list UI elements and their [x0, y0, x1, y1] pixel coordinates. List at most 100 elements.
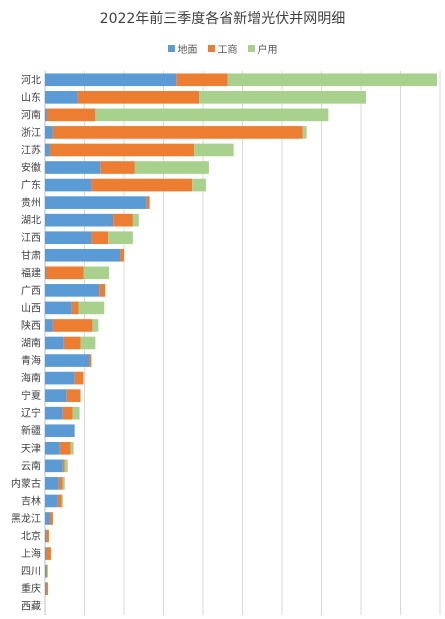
- bar-segment-series-2: [108, 231, 133, 245]
- bar-segment-series-1: [45, 547, 51, 560]
- bar-segment-series-1: [71, 301, 79, 315]
- category-label: 广东: [21, 179, 41, 192]
- bar-segment-series-2: [80, 336, 96, 350]
- bar-segment-series-1: [62, 406, 73, 420]
- category-label: 宁夏: [21, 389, 41, 402]
- bar-segment-series-0: [45, 248, 121, 262]
- bar-segment-series-2: [61, 494, 63, 508]
- category-label: 河北: [21, 74, 41, 86]
- bar-segment-series-1: [66, 389, 81, 402]
- category-label: 山东: [21, 91, 41, 104]
- legend-swatch-ground: [167, 45, 175, 52]
- bar-segment-series-2: [46, 564, 48, 578]
- bar-segment-series-0: [45, 336, 64, 350]
- category-label: 福建: [21, 266, 41, 279]
- legend-item-commercial: 工商: [207, 41, 238, 56]
- bar-segment-series-1: [49, 143, 195, 157]
- legend-swatch-household: [247, 45, 255, 52]
- bar-segment-series-0: [45, 91, 78, 104]
- bar-segment-series-0: [45, 196, 147, 209]
- category-label: 陕西: [21, 319, 41, 332]
- bar-segment-series-0: [45, 178, 92, 192]
- legend: 地面 工商 户用: [0, 41, 445, 56]
- category-label: 青海: [21, 354, 41, 367]
- bar-segment-series-1: [52, 319, 93, 332]
- category-label: 湖南: [21, 337, 41, 350]
- bar-segment-series-2: [95, 108, 329, 122]
- bar-segment-series-1: [57, 494, 62, 508]
- bar-segment-series-1: [45, 564, 47, 578]
- bar-segment-series-1: [89, 354, 92, 367]
- legend-label-ground: 地面: [177, 45, 198, 56]
- category-label: 浙江: [21, 127, 41, 139]
- bar-segment-series-1: [100, 161, 135, 174]
- bar-segment-series-2: [78, 301, 105, 315]
- category-label: 贵州: [21, 196, 41, 209]
- category-label: 上海: [21, 547, 41, 560]
- category-label: 吉林: [21, 494, 41, 507]
- category-label: 北京: [21, 530, 41, 543]
- bar-segment-series-1: [176, 73, 228, 87]
- bar-segment-series-2: [192, 178, 206, 192]
- bar-segment-series-0: [45, 126, 53, 139]
- bar-segment-series-1: [91, 231, 109, 245]
- category-label: 西藏: [21, 601, 41, 613]
- bar-segment-series-1: [146, 196, 150, 209]
- bar-segment-series-2: [62, 477, 65, 490]
- bar-segment-series-0: [45, 319, 53, 332]
- category-label: 四川: [21, 567, 41, 578]
- bar-segment-series-1: [52, 126, 303, 139]
- bar-segment-series-2: [302, 126, 307, 139]
- bar-segment-series-1: [74, 371, 84, 385]
- bar-segment-series-1: [45, 582, 48, 595]
- bar-segment-series-1: [91, 178, 193, 192]
- bar-segment-series-0: [45, 371, 75, 385]
- bar-segment-series-0: [45, 582, 46, 595]
- category-label: 内蒙古: [11, 477, 41, 490]
- legend-item-household: 户用: [247, 41, 278, 56]
- bar-segment-series-2: [70, 441, 74, 455]
- category-label: 海南: [21, 372, 41, 385]
- bar-segment-series-1: [113, 213, 133, 227]
- legend-label-household: 户用: [257, 45, 278, 56]
- bar-segment-series-0: [45, 477, 59, 490]
- bar-segment-series-0: [45, 547, 46, 560]
- bar-segment-series-0: [45, 389, 67, 402]
- category-label: 云南: [21, 459, 41, 472]
- bar-segment-series-2: [83, 266, 110, 280]
- category-label: 甘肃: [21, 249, 41, 262]
- bar-segment-series-2: [199, 91, 366, 104]
- bar-segment-series-2: [64, 459, 68, 473]
- bar-segment-series-2: [134, 161, 209, 174]
- category-label: 黑龙江: [11, 512, 41, 525]
- bar-segment-series-1: [59, 441, 71, 455]
- bar-segment-series-0: [45, 301, 72, 315]
- bar-segment-series-0: [45, 231, 92, 245]
- category-label: 湖北: [21, 215, 41, 227]
- category-label: 辽宁: [21, 407, 41, 420]
- bar-segment-series-0: [45, 213, 114, 227]
- bar-segment-series-1: [49, 512, 53, 525]
- category-label: 江西: [21, 232, 41, 244]
- bar-segment-series-0: [45, 354, 90, 367]
- bar-segment-series-1: [99, 284, 106, 297]
- bar-segment-series-0: [45, 108, 47, 122]
- bar-segment-series-0: [45, 284, 100, 297]
- bar-segment-series-0: [45, 143, 50, 157]
- bar-segment-series-1: [58, 477, 63, 490]
- bar-segment-series-0: [45, 73, 177, 87]
- chart-title: 2022年前三季度各省新增光伏并网明细: [99, 11, 346, 27]
- bar-segment-series-0: [45, 494, 58, 508]
- bar-segment-series-0: [45, 529, 46, 543]
- bar-segment-series-0: [45, 161, 101, 174]
- bar-segment-series-1: [120, 248, 124, 262]
- legend-swatch-commercial: [207, 45, 215, 52]
- bar-segment-series-1: [77, 91, 200, 104]
- bar-segment-series-1: [45, 529, 49, 543]
- category-label: 安徽: [21, 161, 41, 174]
- category-label: 河南: [21, 108, 41, 121]
- bar-segment-series-0: [45, 406, 63, 420]
- bar-segment-series-0: [45, 512, 50, 525]
